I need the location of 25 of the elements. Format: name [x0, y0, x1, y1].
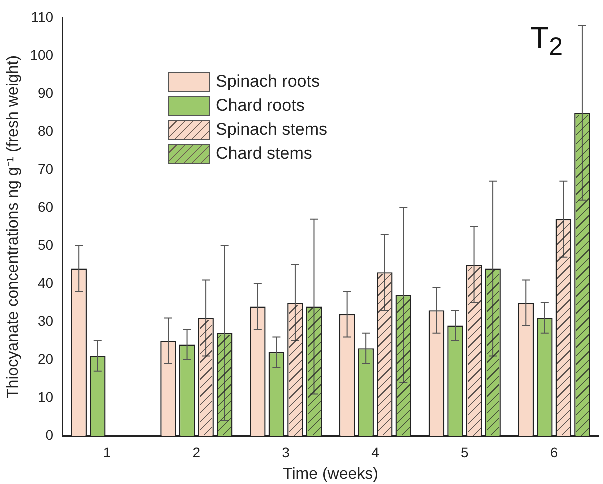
y-tick-label: 10 — [38, 388, 54, 405]
x-tick-label: 6 — [550, 444, 558, 460]
legend-label: Spinach roots — [216, 72, 320, 92]
y-tick-label: 60 — [38, 198, 54, 215]
y-tick-label: 30 — [38, 312, 54, 329]
x-tick-label: 5 — [460, 444, 469, 460]
chart-title: T$_{2}$ — [530, 22, 563, 62]
y-tick-label: 0 — [46, 426, 54, 443]
y-tick-label: 70 — [38, 160, 54, 177]
y-tick-label: 110 — [31, 8, 54, 25]
y-tick-label: 20 — [38, 350, 54, 367]
y-tick-label: 90 — [38, 84, 54, 101]
x-tick-label: 3 — [282, 444, 290, 460]
x-axis-title: Time (weeks) — [283, 466, 378, 483]
y-axis-title: Thiocyanate concentrations ng g⁻¹ (fresh weight) — [5, 56, 22, 398]
y-tick-label: 100 — [30, 46, 54, 63]
y-tick-label: 80 — [38, 122, 54, 139]
x-tick-label: 2 — [192, 444, 201, 460]
y-tick-label: 40 — [38, 274, 54, 291]
y-tick-label: 50 — [38, 236, 54, 253]
x-tick-label: 4 — [372, 444, 380, 460]
legend-label: Chard stems — [216, 144, 312, 164]
x-tick-label: 1 — [103, 444, 112, 460]
legend-label: Chard roots — [216, 96, 305, 116]
legend-label: Spinach stems — [216, 120, 328, 140]
